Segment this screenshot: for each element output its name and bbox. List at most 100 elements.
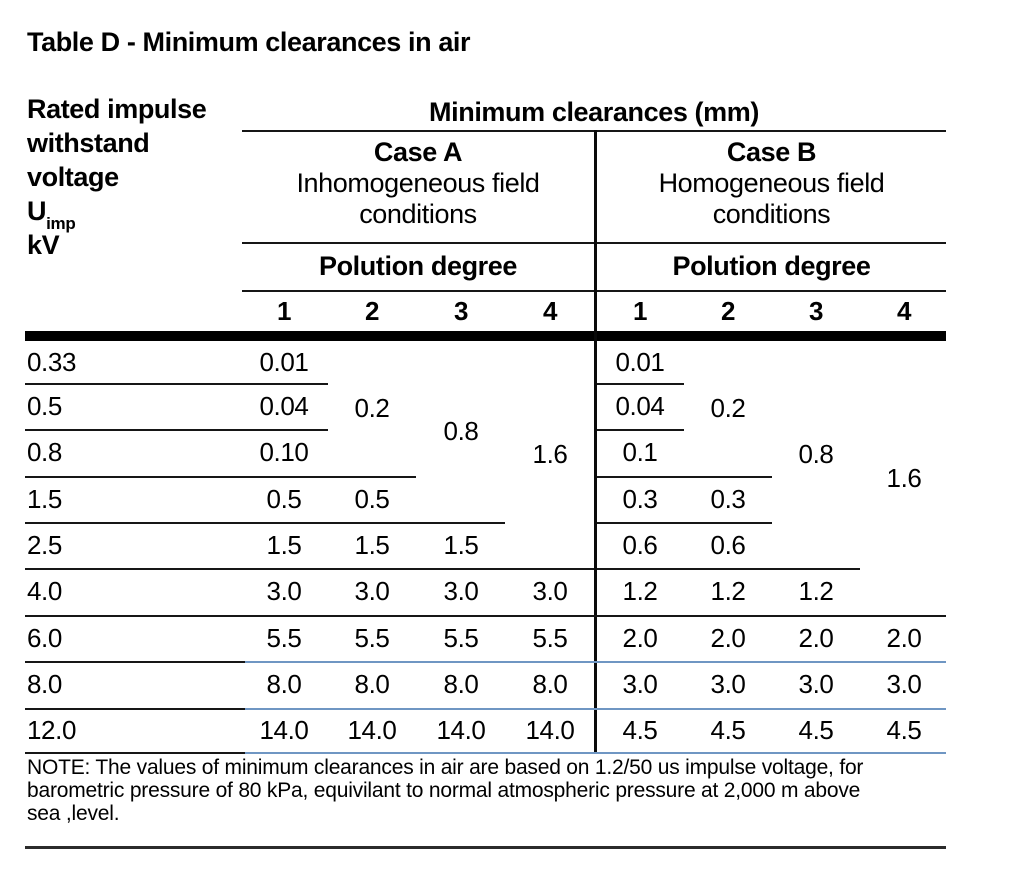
case-b-degree-4: 4 (896, 296, 912, 326)
uimp-subscript: imp (46, 214, 76, 233)
row-divider-line (597, 522, 772, 524)
row-label: 1.5 (27, 484, 62, 514)
row-label: 4.0 (27, 576, 62, 606)
case-divider-line (594, 130, 597, 754)
table-cell: 5.5 (443, 623, 479, 653)
row-label: 0.8 (27, 437, 62, 467)
table-cell: 0.3 (622, 484, 658, 514)
table-cell: 1.5 (443, 530, 479, 560)
table-cell: 1.2 (710, 576, 746, 606)
row-divider-line (25, 383, 328, 385)
case-a-field-desc-2: conditions (359, 199, 477, 229)
case-b-degree-1: 1 (632, 296, 648, 326)
case-a-degree-4: 4 (542, 296, 558, 326)
table-cell: 0.01 (259, 347, 309, 377)
table-cell: 1.5 (266, 530, 302, 560)
table-cell: 0.6 (710, 530, 746, 560)
row-divider-line (25, 615, 946, 617)
table-cell: 2.0 (886, 623, 922, 653)
note-text-line-2: barometric pressure of 80 kPa, equivilan… (27, 779, 861, 802)
table-cell: 2.0 (622, 623, 658, 653)
table-cell: 0.1 (622, 437, 658, 467)
table-cell: 4.5 (798, 715, 834, 745)
table-cell: 4.5 (710, 715, 746, 745)
case-a-degree-2: 2 (364, 296, 380, 326)
table-cell: 8.0 (266, 669, 302, 699)
table-cell: 0.04 (615, 391, 665, 421)
stub-header-symbol: Uimp (27, 194, 76, 233)
stub-header-line-1: Rated impulse (27, 94, 207, 124)
table-cell: 4.5 (622, 715, 658, 745)
table-cell: 2.0 (798, 623, 834, 653)
row-label: 0.5 (27, 391, 62, 421)
table-cell: 3.0 (710, 669, 746, 699)
row-divider-line (25, 568, 594, 570)
row-divider-line (25, 708, 245, 710)
case-a-degree-1: 1 (276, 296, 292, 326)
table-cell: 0.6 (622, 530, 658, 560)
case-a-field-desc: Inhomogeneous field (296, 168, 540, 198)
table-cell: 8.0 (354, 669, 390, 699)
merged-cell-case-a-col2: 0.2 (354, 393, 390, 423)
row-divider-line (25, 752, 245, 754)
merged-cell-case-a-col4: 1.6 (532, 439, 568, 469)
merged-cell-case-b-col4: 1.6 (886, 463, 922, 493)
table-bottom-rule (25, 846, 946, 849)
row-label: 6.0 (27, 623, 62, 653)
row-divider-line (25, 476, 416, 478)
table-cell: 0.10 (259, 437, 309, 467)
case-a-degree-3: 3 (453, 296, 469, 326)
table-cell: 5.5 (266, 623, 302, 653)
stub-header-line-2: withstand (27, 128, 150, 158)
table-title: Table D - Minimum clearances in air (27, 27, 471, 57)
table-cell: 1.5 (354, 530, 390, 560)
case-b-name: Case B (726, 137, 817, 167)
table-cell: 0.01 (615, 347, 665, 377)
case-b-field-desc: Homogeneous field (658, 168, 885, 198)
uimp-symbol: U (27, 196, 47, 226)
case-a-name: Case A (373, 137, 463, 167)
table-cell: 14.0 (436, 715, 486, 745)
row-divider-line (597, 568, 860, 570)
row-divider-line (25, 429, 328, 431)
table-cell: 3.0 (266, 576, 302, 606)
table-cell: 0.3 (710, 484, 746, 514)
table-cell: 14.0 (347, 715, 397, 745)
columns-group-header: Minimum clearances (mm) (429, 97, 759, 127)
table-cell: 5.5 (354, 623, 390, 653)
row-divider-line (597, 476, 772, 478)
table-cell: 14.0 (259, 715, 309, 745)
row-label: 8.0 (27, 669, 62, 699)
row-divider-line (597, 429, 684, 431)
table-cell: 4.5 (886, 715, 922, 745)
row-divider-line (25, 522, 505, 524)
merged-cell-case-b-col2: 0.2 (710, 393, 746, 423)
table-cell: 8.0 (443, 669, 479, 699)
row-divider-line (597, 383, 684, 385)
row-divider-line-blue (245, 752, 946, 754)
table-cell: 3.0 (443, 576, 479, 606)
row-label: 12.0 (27, 715, 77, 745)
table-cell: 0.04 (259, 391, 309, 421)
case-b-pollution-header: Polution degree (672, 251, 871, 281)
table-cell: 1.2 (622, 576, 658, 606)
table-cell: 3.0 (532, 576, 568, 606)
row-divider-line-blue (245, 661, 946, 663)
note-text-line-3: sea ,level. (27, 802, 120, 825)
merged-cell-case-a-col3: 0.8 (443, 416, 479, 446)
row-label: 2.5 (27, 530, 62, 560)
row-label: 0.33 (27, 347, 77, 377)
table-cell: 8.0 (532, 669, 568, 699)
stub-header-unit: kV (27, 230, 60, 260)
merged-cell-case-b-col3: 0.8 (798, 439, 834, 469)
table-cell: 0.5 (266, 484, 302, 514)
table-cell: 5.5 (532, 623, 568, 653)
note-text-line-1: NOTE: The values of minimum clearances i… (27, 756, 864, 779)
table-cell: 0.5 (354, 484, 390, 514)
table-cell: 1.2 (798, 576, 834, 606)
case-b-degree-2: 2 (720, 296, 736, 326)
table-cell: 3.0 (886, 669, 922, 699)
table-cell: 14.0 (525, 715, 575, 745)
table-cell: 3.0 (798, 669, 834, 699)
